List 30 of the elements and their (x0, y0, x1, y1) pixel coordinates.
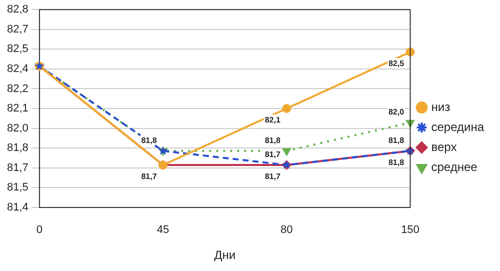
x-tick-label: 80 (280, 224, 293, 236)
x-tick-label: 150 (401, 224, 420, 236)
data-label: 82,0 (388, 108, 405, 117)
data-label: 81,8 (388, 136, 405, 145)
y-tick-label: 81,4 (6, 201, 28, 214)
y-tick-label: 82,1 (6, 102, 28, 115)
x-axis-title: Дни (214, 248, 236, 262)
data-label: 81,7 (264, 150, 281, 160)
x-tick-label: 0 (36, 224, 42, 236)
data-label: 81,7 (264, 172, 281, 182)
y-tick-label: 81,5 (6, 182, 28, 194)
x-tick-label: 45 (156, 224, 170, 236)
y-tick-label: 81,7 (6, 162, 28, 174)
data-label: 81,8 (264, 136, 281, 145)
data-label: 81,8 (388, 158, 405, 167)
data-label: 81,8 (141, 136, 158, 145)
y-tick-label: 82,8 (6, 4, 28, 16)
y-tick-label: 82,0 (6, 122, 28, 134)
y-tick-label: 82,2 (6, 82, 28, 95)
data-label: 82,5 (388, 58, 405, 68)
data-label: 81,7 (141, 172, 158, 182)
y-tick-label: 82,5 (6, 43, 28, 56)
y-tick-label: 81,8 (6, 142, 28, 154)
legend-label: среднее (431, 160, 478, 174)
legend-label: середина (431, 120, 484, 134)
data-label: 82,1 (264, 116, 281, 124)
y-tick-label: 82,4 (6, 62, 28, 75)
legend-label: верх (431, 140, 457, 154)
y-tick-label: 82,7 (6, 23, 28, 36)
legend-label: низ (431, 100, 451, 114)
